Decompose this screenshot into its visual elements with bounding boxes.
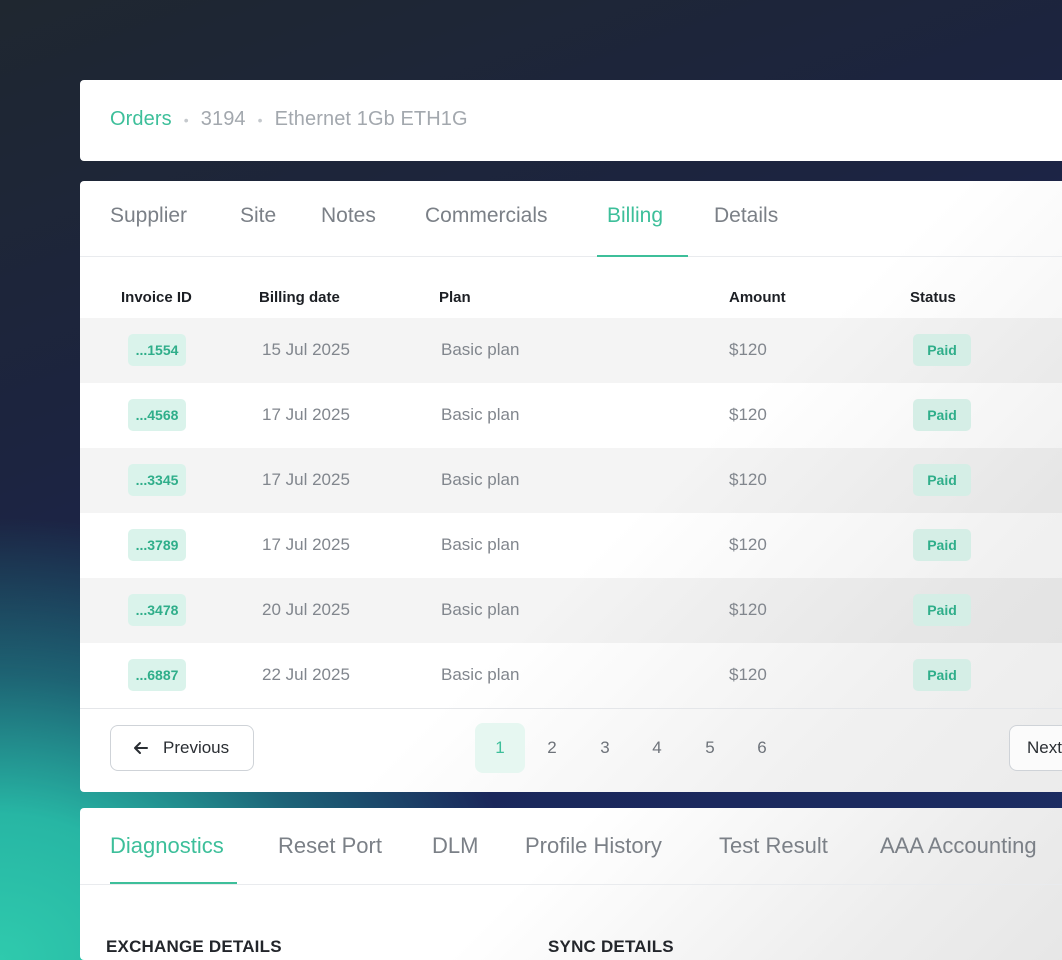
amount-cell: $120 bbox=[729, 340, 767, 359]
plan-cell: Basic plan bbox=[441, 470, 520, 489]
next-button[interactable]: Next bbox=[1009, 725, 1062, 771]
billing-date-cell: 17 Jul 2025 bbox=[262, 405, 350, 424]
tab-reset-port[interactable]: Reset Port bbox=[278, 833, 382, 858]
column-header-amount[interactable]: Amount bbox=[729, 289, 786, 306]
invoice-id-badge[interactable]: ...3478 bbox=[128, 594, 186, 626]
breadcrumb-order-id[interactable]: 3194 bbox=[200, 108, 246, 130]
status-badge: Paid bbox=[913, 464, 971, 496]
tab-supplier[interactable]: Supplier bbox=[110, 204, 188, 227]
column-header-plan[interactable]: Plan bbox=[439, 289, 471, 306]
diagnostics-tab-bar: Diagnostics Reset Port DLM Profile Histo… bbox=[80, 808, 1062, 885]
active-tab-indicator bbox=[110, 882, 237, 884]
pagination: Previous 1 2 3 4 5 6 Next bbox=[80, 708, 1062, 792]
tab-notes[interactable]: Notes bbox=[321, 204, 376, 227]
page-1-button[interactable]: 1 bbox=[475, 723, 525, 773]
column-header-billing-date[interactable]: Billing date bbox=[259, 289, 340, 306]
plan-cell: Basic plan bbox=[441, 535, 520, 554]
amount-cell: $120 bbox=[729, 665, 767, 684]
previous-button[interactable]: Previous bbox=[110, 725, 254, 771]
invoice-id-badge[interactable]: ...3789 bbox=[128, 529, 186, 561]
tab-commercials[interactable]: Commercials bbox=[425, 204, 548, 227]
amount-cell: $120 bbox=[729, 470, 767, 489]
status-badge: Paid bbox=[913, 594, 971, 626]
table-row[interactable]: ...3789 17 Jul 2025 Basic plan $120 Paid bbox=[80, 513, 1062, 578]
invoice-id-badge[interactable]: ...1554 bbox=[128, 334, 186, 366]
page-4-button[interactable]: 4 bbox=[652, 738, 662, 757]
plan-cell: Basic plan bbox=[441, 340, 520, 359]
page-6-button[interactable]: 6 bbox=[757, 738, 767, 757]
billing-date-cell: 20 Jul 2025 bbox=[262, 600, 350, 619]
page-3-button[interactable]: 3 bbox=[600, 738, 610, 757]
status-badge: Paid bbox=[913, 659, 971, 691]
amount-cell: $120 bbox=[729, 535, 767, 554]
invoice-id-badge[interactable]: ...6887 bbox=[128, 659, 186, 691]
tab-aaa-accounting[interactable]: AAA Accounting bbox=[880, 833, 1037, 858]
arrow-left-icon bbox=[131, 738, 163, 758]
invoice-id-badge[interactable]: ...3345 bbox=[128, 464, 186, 496]
billing-date-cell: 15 Jul 2025 bbox=[262, 340, 350, 359]
column-header-invoice-id[interactable]: Invoice ID bbox=[121, 289, 192, 306]
tab-site[interactable]: Site bbox=[240, 204, 277, 227]
exchange-details-heading: EXCHANGE DETAILS bbox=[106, 937, 282, 956]
table-row[interactable]: ...4568 17 Jul 2025 Basic plan $120 Paid bbox=[80, 383, 1062, 448]
tab-profile-history[interactable]: Profile History bbox=[525, 833, 662, 858]
tab-details[interactable]: Details bbox=[714, 204, 779, 227]
sync-details-heading: SYNC DETAILS bbox=[548, 937, 674, 956]
billing-date-cell: 22 Jul 2025 bbox=[262, 665, 350, 684]
tab-dlm[interactable]: DLM bbox=[432, 833, 479, 858]
status-badge: Paid bbox=[913, 399, 971, 431]
breadcrumb-separator: • bbox=[183, 111, 189, 128]
table-row[interactable]: ...3478 20 Jul 2025 Basic plan $120 Paid bbox=[80, 578, 1062, 643]
breadcrumb-orders-link[interactable]: Orders bbox=[110, 108, 172, 130]
invoice-id-badge[interactable]: ...4568 bbox=[128, 399, 186, 431]
status-badge: Paid bbox=[913, 334, 971, 366]
breadcrumb: Orders • 3194 • Ethernet 1Gb ETH1G bbox=[110, 108, 468, 131]
diagnostics-card: Diagnostics Reset Port DLM Profile Histo… bbox=[80, 808, 1062, 960]
tab-diagnostics[interactable]: Diagnostics bbox=[110, 833, 224, 858]
breadcrumb-product: Ethernet 1Gb ETH1G bbox=[274, 108, 468, 130]
active-tab-indicator bbox=[597, 255, 688, 257]
billing-tab-bar: Supplier Site Notes Commercials Billing … bbox=[80, 181, 1062, 257]
breadcrumb-card: Orders • 3194 • Ethernet 1Gb ETH1G bbox=[80, 80, 1062, 161]
breadcrumb-separator: • bbox=[257, 111, 263, 128]
plan-cell: Basic plan bbox=[441, 665, 520, 684]
table-row[interactable]: ...1554 15 Jul 2025 Basic plan $120 Paid bbox=[80, 318, 1062, 383]
page-2-button[interactable]: 2 bbox=[547, 738, 557, 757]
page-5-button[interactable]: 5 bbox=[705, 738, 715, 757]
billing-date-cell: 17 Jul 2025 bbox=[262, 535, 350, 554]
billing-card: Supplier Site Notes Commercials Billing … bbox=[80, 181, 1062, 792]
tab-billing[interactable]: Billing bbox=[607, 204, 664, 227]
tab-test-result[interactable]: Test Result bbox=[719, 833, 828, 858]
table-row[interactable]: ...3345 17 Jul 2025 Basic plan $120 Paid bbox=[80, 448, 1062, 513]
column-header-status[interactable]: Status bbox=[910, 289, 956, 306]
amount-cell: $120 bbox=[729, 600, 767, 619]
plan-cell: Basic plan bbox=[441, 405, 520, 424]
table-row[interactable]: ...6887 22 Jul 2025 Basic plan $120 Paid bbox=[80, 643, 1062, 708]
status-badge: Paid bbox=[913, 529, 971, 561]
previous-label: Previous bbox=[163, 738, 230, 757]
plan-cell: Basic plan bbox=[441, 600, 520, 619]
amount-cell: $120 bbox=[729, 405, 767, 424]
billing-date-cell: 17 Jul 2025 bbox=[262, 470, 350, 489]
